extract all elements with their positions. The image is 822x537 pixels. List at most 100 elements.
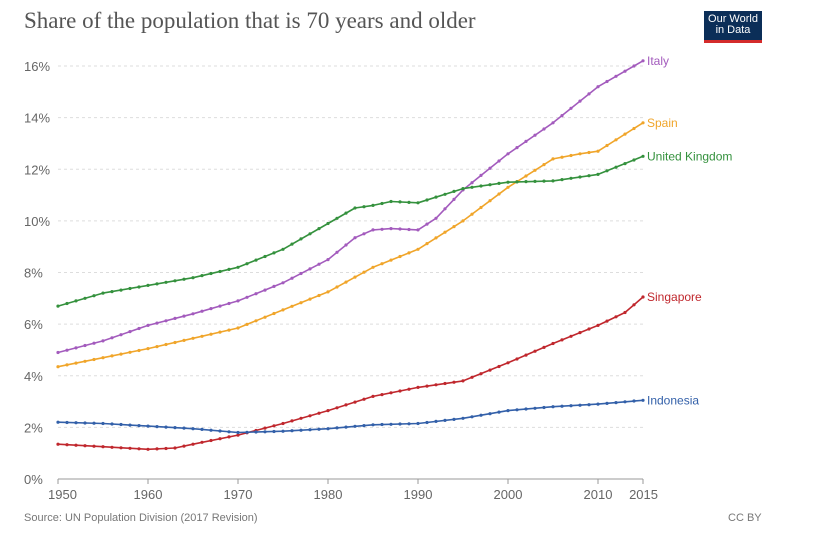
data-point <box>335 250 339 254</box>
series-label-united-kingdom: United Kingdom <box>647 149 732 163</box>
data-point <box>308 428 312 432</box>
data-point <box>371 265 375 269</box>
data-point <box>551 157 555 161</box>
x-tick-label: 2000 <box>494 487 523 502</box>
data-point <box>119 422 123 427</box>
data-point <box>542 179 546 183</box>
data-point <box>101 421 105 426</box>
data-point <box>533 133 537 137</box>
data-point <box>263 254 267 259</box>
data-point <box>227 267 231 271</box>
data-point <box>137 348 141 353</box>
data-point <box>155 321 159 325</box>
data-point <box>515 146 519 150</box>
data-point <box>488 368 492 372</box>
data-point <box>335 285 339 289</box>
series-label-singapore: Singapore <box>647 290 702 304</box>
data-point <box>407 251 411 255</box>
data-point <box>380 227 384 231</box>
data-point <box>209 307 213 311</box>
data-point <box>110 354 114 358</box>
data-point <box>92 357 96 362</box>
data-point <box>335 406 339 410</box>
data-point <box>56 420 60 424</box>
data-point <box>371 228 375 232</box>
license-link[interactable]: CC BY <box>728 512 762 524</box>
data-point <box>398 389 402 393</box>
data-point <box>569 106 573 110</box>
data-point <box>137 424 141 428</box>
owid-logo[interactable]: Our World in Data <box>704 11 762 43</box>
x-tick-label: 1960 <box>134 487 163 502</box>
data-point <box>182 314 186 318</box>
data-point <box>308 232 312 236</box>
data-point <box>578 175 582 179</box>
data-point <box>605 143 609 148</box>
data-point <box>479 205 483 210</box>
data-point <box>353 236 357 240</box>
data-point <box>569 153 573 158</box>
data-point <box>614 165 618 169</box>
data-point <box>299 428 303 432</box>
data-point <box>191 276 195 280</box>
data-point <box>173 426 177 430</box>
series-group: Italy Spain United Kingdom Singapore Indones… <box>56 54 732 451</box>
data-point <box>425 420 429 425</box>
data-point <box>407 200 411 204</box>
series-spain: Spain <box>56 116 678 369</box>
data-point <box>461 219 465 223</box>
data-point <box>128 350 132 354</box>
data-point <box>335 216 339 220</box>
data-point <box>623 400 627 404</box>
data-point <box>371 423 375 427</box>
data-point <box>191 336 195 340</box>
data-point <box>146 283 150 287</box>
data-point <box>497 159 501 163</box>
x-tick-label: 1980 <box>314 487 343 502</box>
data-point <box>263 426 267 430</box>
data-point <box>641 59 645 63</box>
data-point <box>452 189 456 193</box>
data-point <box>533 349 537 353</box>
data-point <box>416 247 420 251</box>
data-point <box>488 412 492 416</box>
data-point <box>389 227 393 231</box>
data-point <box>560 155 564 159</box>
data-point <box>227 430 231 434</box>
data-point <box>533 179 537 183</box>
data-point <box>65 420 69 425</box>
data-point <box>407 387 411 391</box>
y-tick-label: 16% <box>24 59 50 74</box>
series-label-spain: Spain <box>647 116 678 130</box>
series-label-indonesia: Indonesia <box>647 393 699 407</box>
data-point <box>110 290 114 294</box>
data-point <box>353 400 357 404</box>
data-point <box>416 201 420 205</box>
data-point <box>245 262 249 266</box>
data-point <box>119 288 123 292</box>
data-point <box>200 309 204 313</box>
data-point <box>443 192 447 196</box>
data-point <box>317 262 321 266</box>
data-point <box>443 418 447 422</box>
data-point <box>452 417 456 421</box>
data-point <box>470 181 474 185</box>
data-point <box>245 430 249 434</box>
data-point <box>326 409 330 413</box>
data-point <box>533 406 537 410</box>
data-point <box>65 348 69 352</box>
y-tick-label: 14% <box>24 111 50 126</box>
data-point <box>74 443 78 447</box>
series-line-spain <box>57 122 644 368</box>
data-point <box>218 429 222 433</box>
data-point <box>542 127 546 131</box>
data-point <box>506 152 510 156</box>
data-point <box>353 275 357 279</box>
data-point <box>263 315 267 319</box>
data-point <box>317 411 321 415</box>
data-point <box>587 403 591 407</box>
data-point <box>83 444 87 448</box>
data-point <box>380 201 384 206</box>
data-point <box>407 227 411 232</box>
